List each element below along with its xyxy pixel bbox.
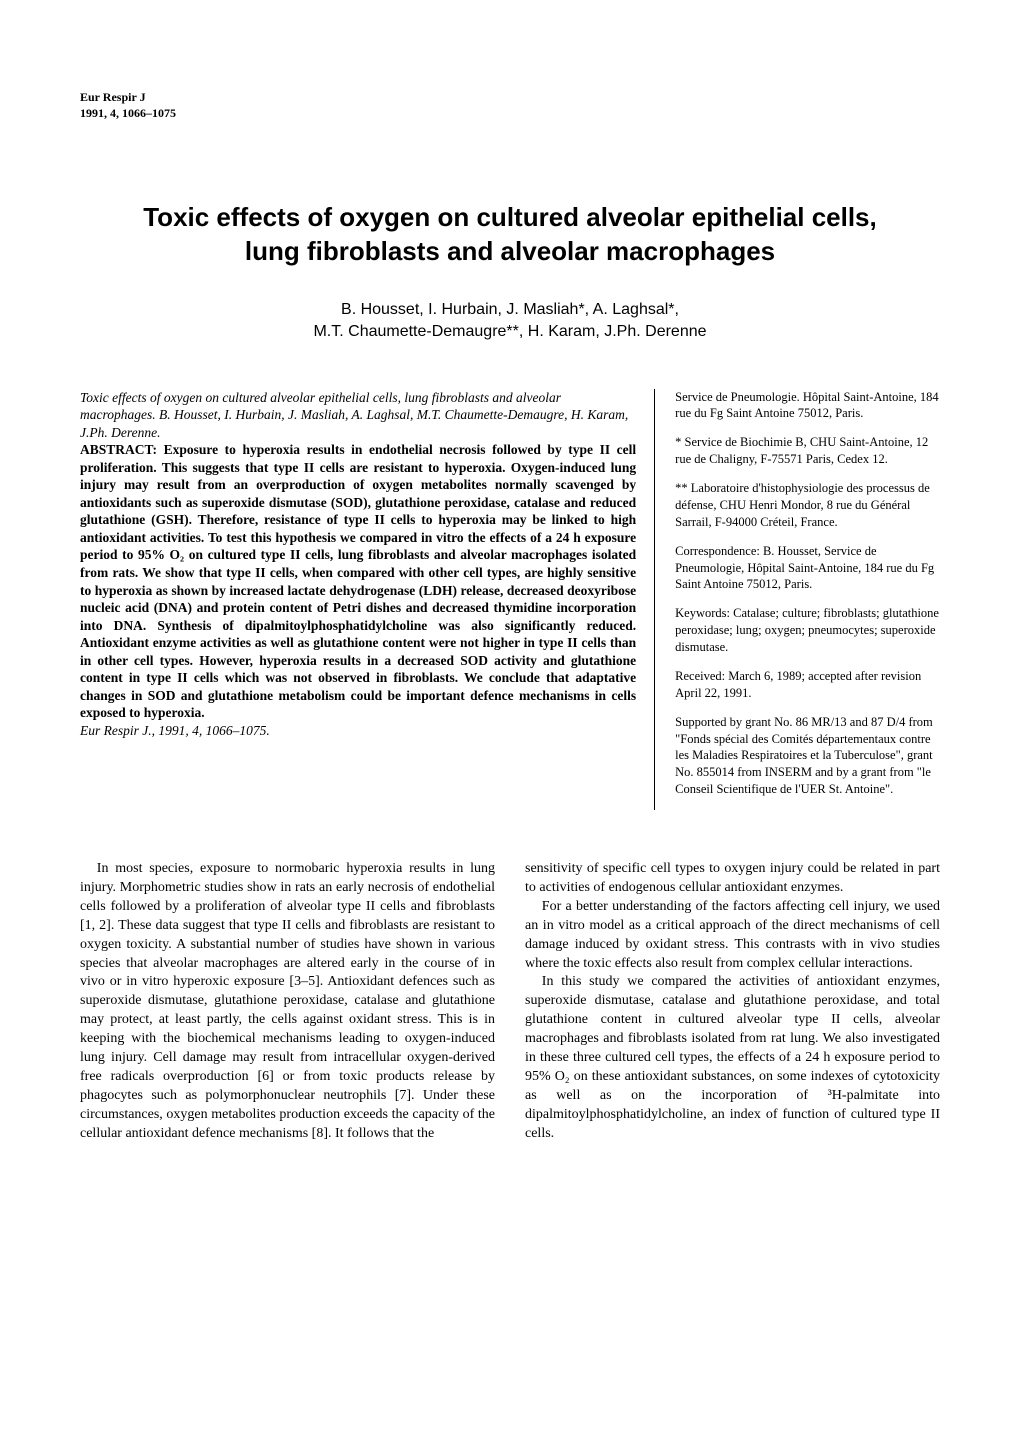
authors-block: B. Housset, I. Hurbain, J. Masliah*, A. … xyxy=(80,299,940,344)
correspondence: Correspondence: B. Housset, Service de P… xyxy=(675,543,940,594)
body-right-p3: In this study we compared the activities… xyxy=(525,973,940,1143)
journal-issue: 1991, 4, 1066–1075 xyxy=(80,106,940,122)
page-container: Eur Respir J 1991, 4, 1066–1075 Toxic ef… xyxy=(0,0,1020,1203)
affiliation-star1: * Service de Biochimie B, CHU Saint-Anto… xyxy=(675,434,940,468)
title-line-1: Toxic effects of oxygen on cultured alve… xyxy=(80,201,940,235)
keywords: Keywords: Catalase; culture; fibroblasts… xyxy=(675,605,940,656)
abstract-citation: Eur Respir J., 1991, 4, 1066–1075. xyxy=(80,723,270,738)
body-left-p1: In most species, exposure to normobaric … xyxy=(80,860,495,1143)
affiliation-main: Service de Pneumologie. Hôpital Saint-An… xyxy=(675,389,940,423)
body-right-p2: For a better understanding of the factor… xyxy=(525,898,940,974)
article-title: Toxic effects of oxygen on cultured alve… xyxy=(80,201,940,269)
journal-header: Eur Respir J 1991, 4, 1066–1075 xyxy=(80,90,940,121)
body-right-p1: sensitivity of specific cell types to ox… xyxy=(525,860,940,898)
received-dates: Received: March 6, 1989; accepted after … xyxy=(675,668,940,702)
abstract-body-text: ABSTRACT: Exposure to hyperoxia results … xyxy=(80,441,636,722)
title-line-2: lung fibroblasts and alveolar macrophage… xyxy=(80,235,940,269)
body-right-column: sensitivity of specific cell types to ox… xyxy=(525,860,940,1143)
journal-name: Eur Respir J xyxy=(80,90,940,106)
affiliation-star2: ** Laboratoire d'histophysiologie des pr… xyxy=(675,480,940,531)
abstract-title-italic: Toxic effects of oxygen on cultured alve… xyxy=(80,390,628,440)
body-section: In most species, exposure to normobaric … xyxy=(80,860,940,1143)
abstract-left-column: Toxic effects of oxygen on cultured alve… xyxy=(80,389,655,811)
funding-support: Supported by grant No. 86 MR/13 and 87 D… xyxy=(675,714,940,798)
body-left-column: In most species, exposure to normobaric … xyxy=(80,860,495,1143)
abstract-section: Toxic effects of oxygen on cultured alve… xyxy=(80,389,940,811)
affiliations-column: Service de Pneumologie. Hôpital Saint-An… xyxy=(675,389,940,811)
authors-line-2: M.T. Chaumette-Demaugre**, H. Karam, J.P… xyxy=(80,321,940,343)
authors-line-1: B. Housset, I. Hurbain, J. Masliah*, A. … xyxy=(80,299,940,321)
